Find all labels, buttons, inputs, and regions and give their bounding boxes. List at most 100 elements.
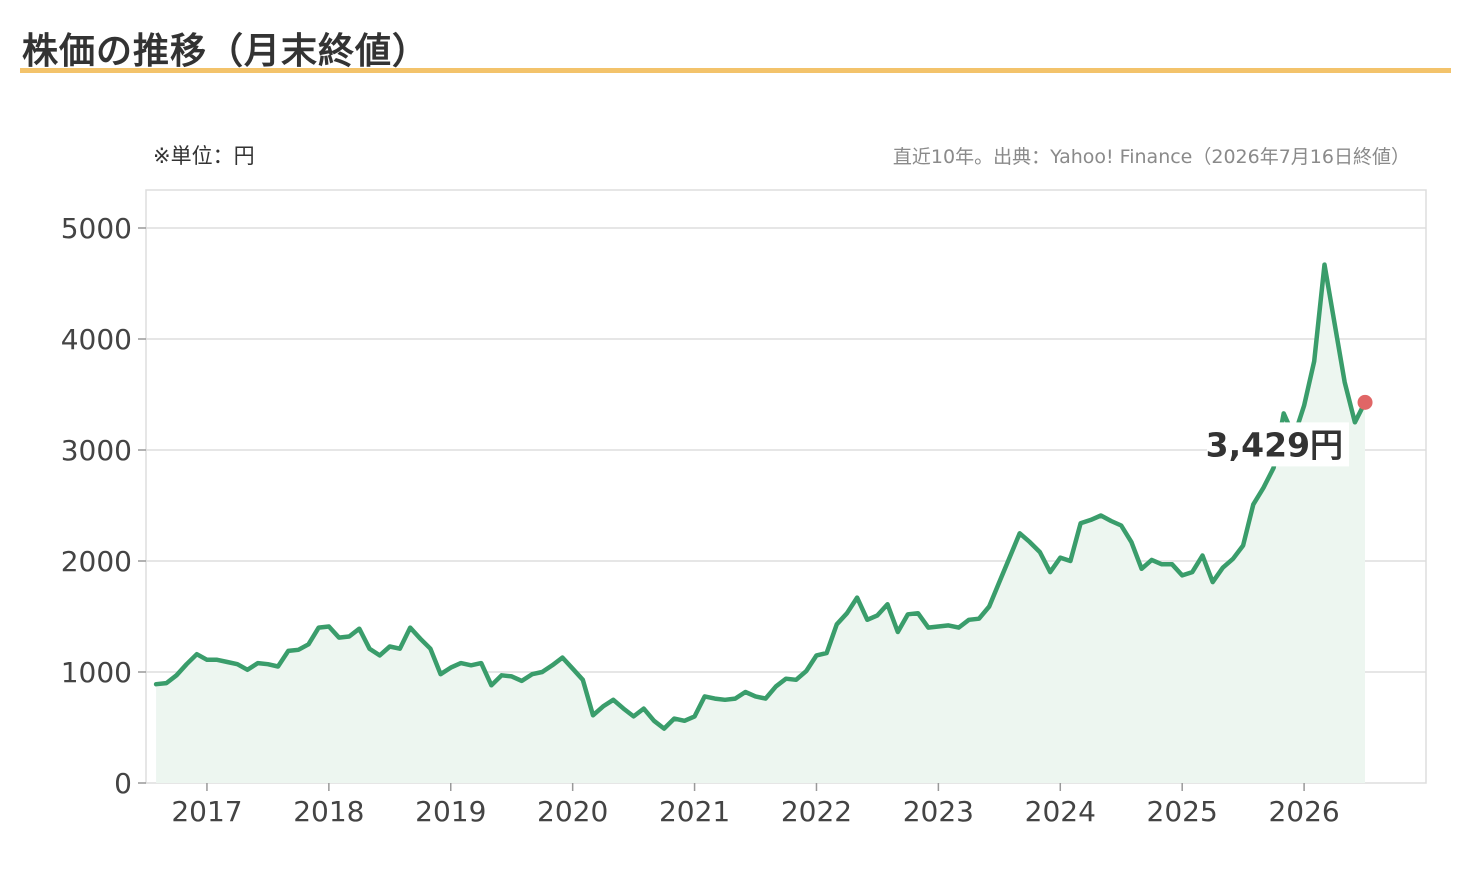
data-point (540, 670, 544, 674)
data-point (408, 626, 412, 630)
data-point (916, 611, 920, 615)
price-area (156, 264, 1366, 784)
data-point (591, 713, 595, 717)
y-tick-label: 5000 (61, 212, 132, 245)
y-tick-label: 2000 (61, 545, 132, 578)
data-point (1343, 380, 1347, 384)
data-point (347, 635, 351, 639)
data-point (479, 661, 483, 665)
data-point (683, 719, 687, 723)
data-point (459, 661, 463, 665)
data-point (723, 698, 727, 702)
data-point (1119, 524, 1123, 528)
data-point (1180, 573, 1184, 577)
unit-note: ※単位：円 (153, 144, 255, 168)
data-point (997, 580, 1001, 584)
last-value-label: 3,429円 (1206, 425, 1343, 464)
data-point (520, 679, 524, 683)
data-point (296, 648, 300, 652)
data-point (195, 652, 199, 656)
data-point (185, 662, 189, 666)
data-point (550, 663, 554, 667)
data-point (286, 649, 290, 653)
data-point (368, 647, 372, 651)
data-point (307, 642, 311, 646)
data-point (1089, 518, 1093, 522)
data-point (510, 674, 514, 678)
y-tick-label: 4000 (61, 323, 132, 356)
data-point (815, 653, 819, 657)
data-point (439, 672, 443, 676)
data-point (378, 653, 382, 657)
data-point (246, 668, 250, 672)
x-tick-label: 2024 (1025, 795, 1096, 828)
data-point (327, 625, 331, 629)
data-point (1323, 263, 1327, 267)
data-point (500, 673, 504, 677)
data-point (652, 719, 656, 723)
data-point (357, 627, 361, 631)
x-tick-label: 2019 (415, 795, 486, 828)
data-point (1262, 486, 1266, 490)
data-point (235, 662, 239, 666)
data-point (1282, 411, 1286, 415)
data-point (449, 666, 453, 670)
data-point (225, 660, 229, 664)
data-point (855, 596, 859, 600)
data-point (530, 672, 534, 676)
data-point (662, 727, 666, 731)
data-point (977, 617, 981, 621)
data-point (957, 626, 961, 630)
data-point (1129, 540, 1133, 544)
data-point (205, 658, 209, 662)
data-point (733, 697, 737, 701)
data-point (825, 651, 829, 655)
data-point (794, 678, 798, 682)
page-title: 株価の推移（月末終値） (22, 31, 430, 72)
data-point (754, 694, 758, 698)
data-point (886, 602, 890, 606)
data-point (632, 714, 636, 718)
data-point (561, 656, 565, 660)
data-point (1008, 556, 1012, 560)
data-point (622, 707, 626, 711)
x-tick-label: 2017 (171, 795, 242, 828)
data-point (388, 645, 392, 649)
y-axis: 0 1000 2000 3000 4000 5000 (61, 212, 146, 800)
data-point (1038, 550, 1042, 554)
data-point (1028, 540, 1032, 544)
data-point (1068, 559, 1072, 563)
data-point (1018, 531, 1022, 535)
data-point (693, 714, 697, 718)
y-tick-label: 1000 (61, 656, 132, 689)
data-point (1302, 404, 1306, 408)
data-point (1190, 570, 1194, 574)
last-value-label-bg (1207, 422, 1350, 467)
data-point (571, 667, 575, 671)
data-point (215, 658, 219, 662)
data-point (266, 662, 270, 666)
data-point (1160, 562, 1164, 566)
data-point (469, 663, 473, 667)
data-point (1079, 521, 1083, 525)
data-point (1170, 562, 1174, 566)
data-point (1048, 570, 1052, 574)
x-tick-label: 2018 (293, 795, 364, 828)
data-point (784, 677, 788, 681)
data-point (428, 647, 432, 651)
last-value-label-group: 3,429円 (1206, 422, 1350, 467)
data-point (418, 637, 422, 641)
data-point (1109, 519, 1113, 523)
data-point (743, 690, 747, 694)
data-point (1221, 566, 1225, 570)
data-point (926, 626, 930, 630)
data-point (601, 704, 605, 708)
data-point (1312, 359, 1316, 363)
data-point (865, 618, 869, 622)
data-point (489, 683, 493, 687)
data-point (1140, 567, 1144, 571)
data-point (774, 684, 778, 688)
data-point (1333, 322, 1337, 326)
x-tick-label: 2025 (1147, 795, 1218, 828)
data-point (256, 661, 260, 665)
